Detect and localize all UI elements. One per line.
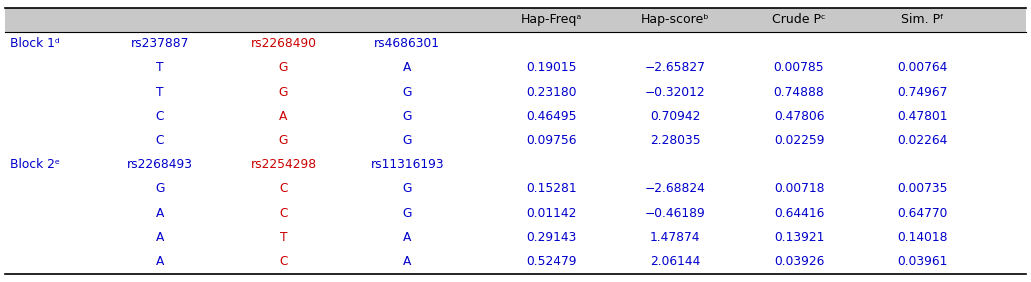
Text: A: A <box>403 61 411 74</box>
Text: 0.47806: 0.47806 <box>774 110 824 123</box>
Text: 0.00735: 0.00735 <box>898 182 947 195</box>
Text: G: G <box>278 85 289 98</box>
Text: A: A <box>403 255 411 268</box>
Text: G: G <box>278 134 289 147</box>
Text: A: A <box>156 206 164 219</box>
Text: 2.28035: 2.28035 <box>650 134 701 147</box>
Text: Hap-scoreᵇ: Hap-scoreᵇ <box>641 14 709 27</box>
Text: G: G <box>402 206 412 219</box>
Text: 0.00785: 0.00785 <box>773 61 825 74</box>
Text: −2.65827: −2.65827 <box>644 61 706 74</box>
Text: 0.00718: 0.00718 <box>774 182 824 195</box>
Text: −0.46189: −0.46189 <box>645 206 705 219</box>
Text: rs2268493: rs2268493 <box>127 158 193 171</box>
Text: G: G <box>278 61 289 74</box>
Text: 0.13921: 0.13921 <box>774 231 824 244</box>
Text: −0.32012: −0.32012 <box>645 85 705 98</box>
Text: C: C <box>279 206 288 219</box>
Text: Hap-Freqᵃ: Hap-Freqᵃ <box>521 14 583 27</box>
Text: C: C <box>279 255 288 268</box>
Text: −2.68824: −2.68824 <box>644 182 706 195</box>
Text: T: T <box>156 85 164 98</box>
Text: rs4686301: rs4686301 <box>374 37 440 50</box>
Text: 0.70942: 0.70942 <box>651 110 700 123</box>
Text: T: T <box>279 231 288 244</box>
Text: A: A <box>403 231 411 244</box>
Text: 0.15281: 0.15281 <box>526 182 577 195</box>
Text: A: A <box>279 110 288 123</box>
Text: rs2268490: rs2268490 <box>251 37 317 50</box>
Text: 0.64770: 0.64770 <box>898 206 947 219</box>
Text: 0.29143: 0.29143 <box>527 231 576 244</box>
Text: 0.74888: 0.74888 <box>773 85 825 98</box>
Text: 0.02264: 0.02264 <box>898 134 947 147</box>
Text: 0.74967: 0.74967 <box>898 85 947 98</box>
Text: Block 1ᵈ: Block 1ᵈ <box>10 37 60 50</box>
Text: 0.64416: 0.64416 <box>774 206 824 219</box>
Text: 0.03961: 0.03961 <box>898 255 947 268</box>
Text: G: G <box>402 182 412 195</box>
Text: G: G <box>402 134 412 147</box>
Text: 0.00764: 0.00764 <box>898 61 947 74</box>
Text: A: A <box>156 231 164 244</box>
Text: 0.14018: 0.14018 <box>898 231 947 244</box>
Text: rs11316193: rs11316193 <box>370 158 444 171</box>
Text: 1.47874: 1.47874 <box>651 231 700 244</box>
Text: 0.09756: 0.09756 <box>527 134 576 147</box>
Text: C: C <box>156 110 164 123</box>
Text: 0.01142: 0.01142 <box>527 206 576 219</box>
Text: 0.46495: 0.46495 <box>527 110 576 123</box>
Text: 0.23180: 0.23180 <box>527 85 576 98</box>
Text: rs237887: rs237887 <box>131 37 189 50</box>
Text: Crude Pᶜ: Crude Pᶜ <box>772 14 826 27</box>
Text: G: G <box>155 182 165 195</box>
Text: G: G <box>402 110 412 123</box>
Text: 0.19015: 0.19015 <box>527 61 576 74</box>
FancyBboxPatch shape <box>5 8 1026 32</box>
Text: 0.52479: 0.52479 <box>527 255 576 268</box>
Text: C: C <box>156 134 164 147</box>
Text: C: C <box>279 182 288 195</box>
Text: Block 2ᵉ: Block 2ᵉ <box>10 158 60 171</box>
Text: 0.02259: 0.02259 <box>774 134 824 147</box>
Text: 0.47801: 0.47801 <box>898 110 947 123</box>
Text: Sim. Pᶠ: Sim. Pᶠ <box>901 14 944 27</box>
Text: A: A <box>156 255 164 268</box>
Text: G: G <box>402 85 412 98</box>
Text: 0.03926: 0.03926 <box>774 255 824 268</box>
Text: rs2254298: rs2254298 <box>251 158 317 171</box>
Text: T: T <box>156 61 164 74</box>
Text: 2.06144: 2.06144 <box>651 255 700 268</box>
